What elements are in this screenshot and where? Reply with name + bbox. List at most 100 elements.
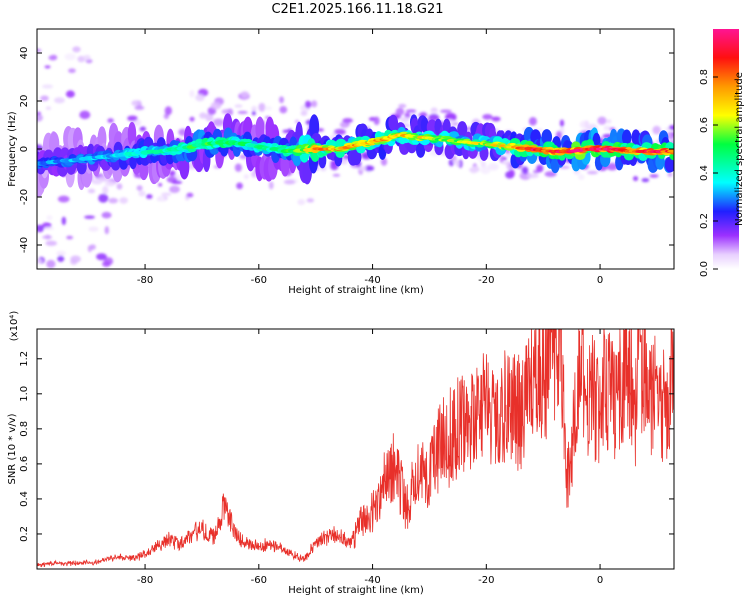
noise-speckle — [89, 244, 96, 250]
x-tick-label: -80 — [137, 275, 153, 286]
noise-speckle — [46, 259, 56, 269]
noise-speckle — [243, 174, 249, 180]
noise-speckle — [264, 106, 273, 111]
noise-speckle — [363, 165, 375, 172]
colorbar-tick-label: 0.4 — [699, 165, 710, 181]
spectrogram-y-axis-label: Frequency (Hz) — [7, 111, 18, 187]
noise-speckle — [487, 162, 500, 171]
ridge-layer-3 — [37, 133, 674, 166]
noise-speckle — [168, 170, 176, 177]
x-tick-label: -60 — [251, 275, 267, 286]
noise-speckle — [70, 255, 81, 263]
noise-speckle — [632, 175, 639, 182]
ridge-blob — [664, 156, 674, 173]
noise-speckle — [135, 119, 142, 127]
noise-speckle — [300, 110, 308, 116]
noise-speckle — [158, 196, 165, 201]
ridge-blob — [309, 114, 320, 140]
noise-speckle — [42, 235, 53, 240]
noise-speckle — [342, 118, 353, 123]
noise-speckle — [373, 116, 380, 126]
noise-speckle — [297, 199, 306, 206]
noise-speckle — [268, 181, 274, 190]
spectrogram-y-ticks: 40 20 0 -20 -40 — [19, 47, 674, 253]
ridge-blob — [415, 142, 426, 158]
noise-speckle — [234, 104, 243, 108]
colorbar-tick-label: 0.2 — [699, 213, 710, 229]
noise-speckle — [606, 162, 618, 171]
noise-speckle — [61, 216, 67, 226]
noise-speckle — [499, 155, 504, 163]
noise-speckle — [101, 211, 112, 219]
noise-speckle — [668, 125, 674, 131]
noise-speckle — [171, 180, 183, 185]
noise-speckle — [597, 116, 607, 125]
colorbar-tick-label: 0.0 — [699, 261, 710, 277]
noise-speckle — [404, 112, 411, 119]
noise-speckle — [559, 119, 565, 128]
noise-speckle — [161, 192, 172, 197]
noise-speckle — [652, 125, 661, 135]
noise-speckle — [131, 100, 142, 107]
noise-speckle — [189, 116, 195, 122]
page-title: C2E1.2025.166.11.18.G21 — [271, 2, 444, 17]
noise-speckle — [306, 198, 315, 203]
noise-speckle — [205, 113, 214, 122]
spectrogram-x-ticks: -80 -60 -40 -20 0 — [137, 29, 603, 286]
x-tick-label: -60 — [251, 575, 267, 586]
noise-speckle — [251, 105, 257, 112]
y-tick-label: 1.2 — [19, 351, 30, 367]
noise-speckle — [251, 170, 258, 178]
ridge-blob — [350, 149, 362, 166]
noise-speckle — [536, 164, 544, 173]
x-tick-label: -20 — [478, 275, 494, 286]
noise-speckle — [234, 163, 242, 172]
noise-speckle — [68, 68, 76, 74]
y-tick-label: -40 — [19, 237, 30, 253]
noise-speckle — [333, 128, 346, 136]
noise-speckle — [48, 55, 58, 61]
noise-speckle — [91, 178, 103, 185]
noise-speckle — [134, 105, 145, 110]
noise-speckle — [332, 173, 341, 177]
colorbar-ticks: 0.0 0.2 0.4 0.6 0.8 — [699, 69, 718, 277]
noise-speckle — [119, 197, 128, 204]
signal-ridge — [37, 113, 674, 198]
noise-speckle — [37, 258, 43, 264]
noise-speckle — [237, 110, 248, 114]
noise-speckle — [521, 166, 529, 175]
noise-speckle — [40, 95, 49, 101]
noise-speckle — [43, 226, 55, 231]
noise-speckle — [45, 106, 52, 110]
noise-speckle — [480, 166, 491, 175]
ridge-blob — [457, 121, 468, 138]
noise-speckle — [57, 195, 70, 203]
spectrogram-heatmap — [37, 46, 674, 269]
noise-speckle — [667, 172, 673, 178]
snr-y-multiplier: (x10⁴) — [9, 311, 20, 342]
noise-speckle — [606, 119, 612, 124]
noise-speckle — [212, 118, 225, 127]
noise-speckle — [66, 235, 74, 240]
noise-speckle — [526, 173, 539, 179]
colorbar-gradient — [713, 29, 739, 269]
noise-speckle — [146, 194, 153, 199]
noise-speckle — [508, 169, 515, 178]
noise-speckle — [104, 226, 110, 235]
snr-panel: -80 -60 -40 -20 0 0.2 0.4 0.6 0.8 1.0 1.2 Height … — [7, 311, 675, 596]
noise-speckle — [37, 111, 41, 116]
snr-series-line — [37, 329, 674, 568]
noise-speckle — [641, 178, 650, 183]
noise-speckle — [104, 180, 116, 187]
y-tick-label: 0.8 — [19, 421, 30, 437]
noise-speckle — [127, 115, 138, 122]
noise-speckle — [405, 109, 417, 113]
noise-speckle — [358, 166, 367, 171]
snr-y-axis-label: SNR (10 * v/v) — [7, 413, 18, 484]
noise-speckle — [577, 174, 585, 181]
y-tick-label: 0.2 — [19, 526, 30, 542]
x-tick-label: 0 — [597, 575, 603, 586]
noise-speckle — [102, 186, 109, 195]
noise-speckle — [528, 117, 537, 126]
noise-speckle — [398, 103, 407, 109]
